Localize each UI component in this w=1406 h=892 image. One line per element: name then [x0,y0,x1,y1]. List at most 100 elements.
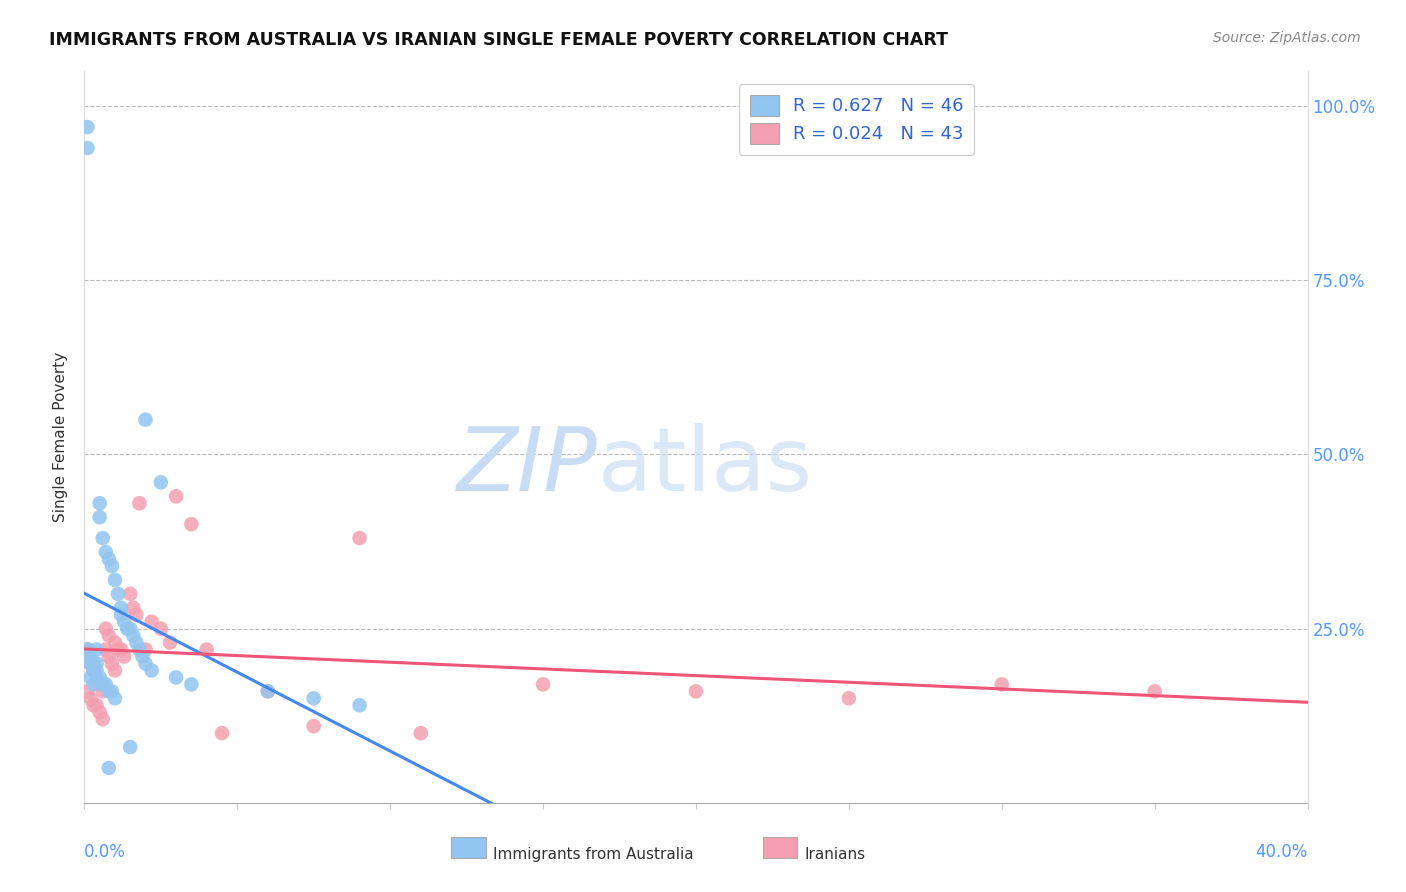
Point [110,607,132,622]
Point [107,587,129,601]
Point [94,642,117,657]
Text: Immigrants from Australia: Immigrants from Australia [494,847,693,862]
Point [104,691,127,706]
Text: 40.0%: 40.0% [1256,843,1308,861]
Point [76,120,98,134]
Point [97,684,120,698]
Point [211,726,233,740]
Point [83,677,105,691]
Point [101,684,124,698]
Point [122,600,145,615]
Point [104,664,127,678]
Point [76,141,98,155]
Legend: R = 0.627   N = 46, R = 0.024   N = 43: R = 0.627 N = 46, R = 0.024 N = 43 [740,84,974,154]
Point [349,531,371,545]
Point [83,664,105,678]
Y-axis label: Single Female Poverty: Single Female Poverty [53,352,69,522]
Point [83,698,105,713]
Point [125,607,148,622]
Point [257,684,280,698]
Point [97,649,120,664]
Point [89,670,111,684]
Point [97,629,120,643]
Point [195,642,218,657]
Point [97,761,120,775]
Point [86,664,108,678]
Point [110,642,132,657]
Point [101,657,124,671]
Point [141,615,163,629]
Text: 0.0%: 0.0% [84,843,127,861]
Point [91,677,114,691]
Point [165,670,187,684]
Point [128,642,150,657]
Point [79,691,101,706]
Point [409,726,432,740]
Point [94,545,117,559]
Point [122,629,145,643]
Point [180,517,202,532]
Point [531,677,554,691]
Text: IMMIGRANTS FROM AUSTRALIA VS IRANIAN SINGLE FEMALE POVERTY CORRELATION CHART: IMMIGRANTS FROM AUSTRALIA VS IRANIAN SIN… [49,31,948,49]
Point [94,677,117,691]
Point [257,684,280,698]
Point [89,510,111,524]
Text: Iranians: Iranians [804,847,866,862]
Point [1143,684,1166,698]
Bar [451,838,485,858]
Point [991,677,1014,691]
Point [104,573,127,587]
Point [76,642,98,657]
Point [115,622,138,636]
Point [141,664,163,678]
Point [159,635,181,649]
Point [128,496,150,510]
Point [86,657,108,671]
Point [79,649,101,664]
Point [149,475,172,490]
Point [165,489,187,503]
Point [120,587,142,601]
Point [89,496,111,510]
Point [112,649,135,664]
Point [76,684,98,698]
Point [76,642,98,657]
Point [135,642,157,657]
Point [838,691,860,706]
Point [79,670,101,684]
Point [120,740,142,755]
Text: atlas: atlas [598,423,813,510]
Point [302,691,325,706]
Point [79,657,101,671]
Point [101,558,124,573]
Point [83,657,105,671]
Point [107,642,129,657]
Point [685,684,707,698]
Point [112,615,135,629]
Point [349,698,371,713]
Point [86,698,108,713]
Point [125,635,148,649]
Point [135,657,157,671]
Point [131,649,153,664]
Point [91,531,114,545]
Point [135,412,157,426]
Bar [763,838,797,858]
Point [120,622,142,636]
Point [86,642,108,657]
Point [79,657,101,671]
Point [302,719,325,733]
Point [89,677,111,691]
Point [89,705,111,719]
Point [91,684,114,698]
Point [86,670,108,684]
Text: Source: ZipAtlas.com: Source: ZipAtlas.com [1213,31,1361,45]
Point [180,677,202,691]
Point [110,600,132,615]
Point [94,622,117,636]
Point [149,622,172,636]
Point [83,664,105,678]
Text: ZIP: ZIP [457,424,598,509]
Point [91,712,114,726]
Point [97,552,120,566]
